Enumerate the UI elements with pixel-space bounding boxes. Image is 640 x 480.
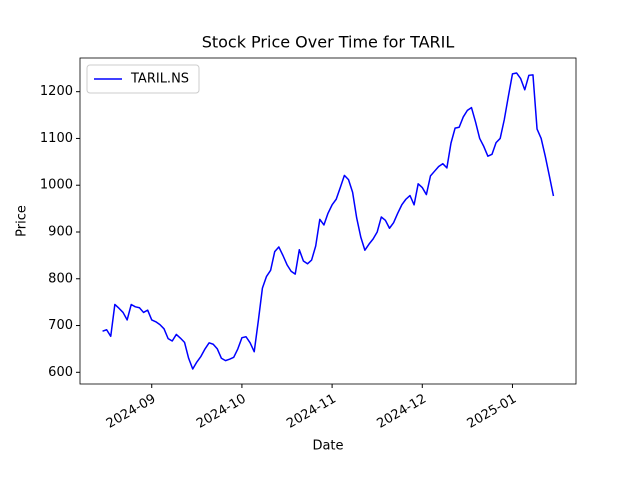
y-tick-label: 1100 [40,131,73,146]
plot-frame [79,57,577,385]
y-tick-label: 1000 [40,178,73,193]
chart-title: Stock Price Over Time for TARIL [202,33,455,52]
y-tick-label: 700 [48,318,73,333]
legend-label: TARIL.NS [130,72,189,87]
y-tick-label: 900 [48,224,73,239]
y-axis-label: Price [15,205,30,237]
y-tick-label: 1200 [40,84,73,99]
y-tick-label: 600 [48,365,73,380]
x-axis-label: Date [312,439,343,454]
y-tick-label: 800 [48,271,73,286]
line-series [102,72,555,370]
legend-box [86,64,200,94]
